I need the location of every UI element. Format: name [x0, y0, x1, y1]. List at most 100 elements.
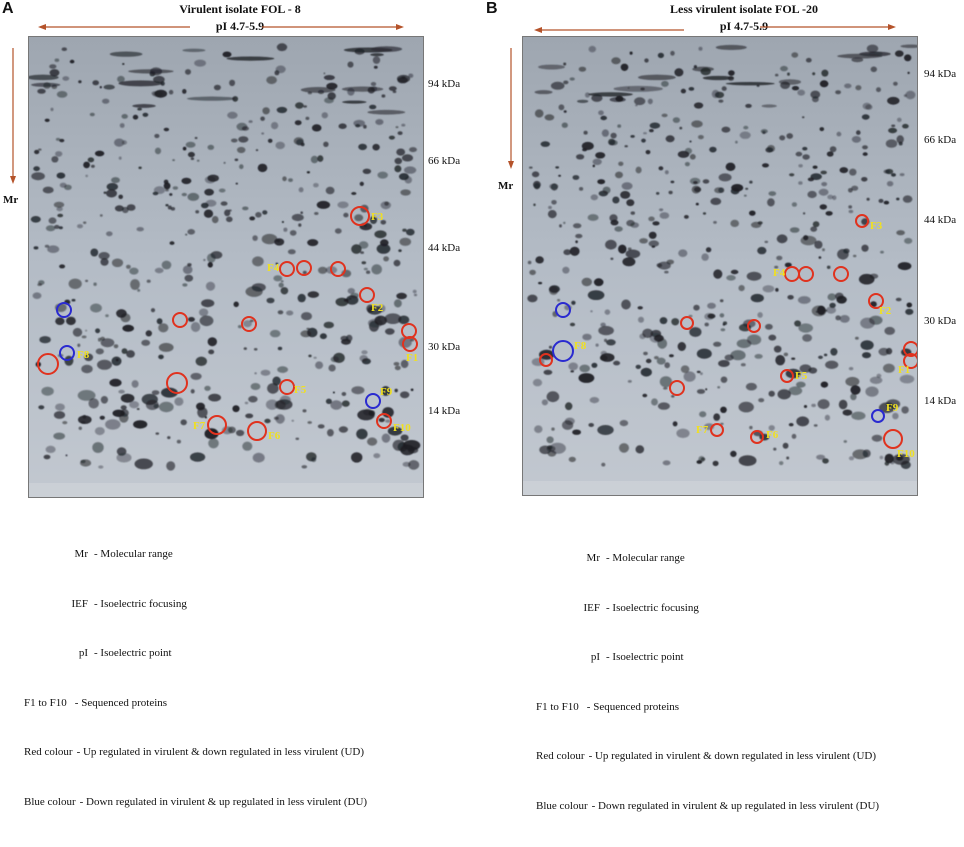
- protein-spot: [404, 166, 417, 174]
- protein-spot: [861, 177, 868, 182]
- up-regulated-circle: [402, 336, 418, 352]
- protein-spot: [907, 71, 910, 75]
- protein-spot: [892, 453, 910, 465]
- protein-spot: [373, 453, 381, 459]
- protein-spot: [360, 251, 364, 254]
- protein-spot: [190, 452, 206, 462]
- protein-spot: [529, 166, 533, 169]
- protein-spot: [43, 82, 51, 89]
- protein-spot: [581, 141, 594, 151]
- protein-spot: [598, 325, 614, 336]
- protein-spot: [862, 352, 871, 359]
- protein-spot: [408, 73, 414, 78]
- protein-spot: [754, 354, 763, 359]
- protein-spot: [621, 299, 631, 310]
- gel-streak: [534, 90, 553, 95]
- protein-spot: [165, 204, 169, 207]
- marker-66kda: 66 kDa: [924, 134, 957, 146]
- protein-spot: [83, 221, 87, 224]
- protein-spot: [400, 359, 409, 369]
- gel-streak: [370, 46, 403, 52]
- protein-spot: [267, 138, 273, 143]
- protein-spot: [275, 141, 285, 150]
- protein-spot: [712, 460, 719, 467]
- protein-spot: [550, 183, 558, 191]
- protein-spot: [823, 353, 828, 357]
- protein-spot: [583, 130, 588, 135]
- protein-spot: [533, 180, 541, 189]
- protein-spot: [88, 398, 99, 409]
- protein-spot: [311, 124, 322, 132]
- protein-spot: [800, 235, 817, 246]
- protein-spot: [172, 159, 175, 162]
- protein-spot: [529, 269, 536, 276]
- protein-spot: [224, 209, 231, 217]
- protein-spot: [765, 323, 773, 330]
- protein-spot: [392, 90, 397, 93]
- protein-spot: [371, 264, 383, 275]
- protein-spot: [606, 339, 616, 346]
- protein-spot: [113, 344, 119, 349]
- protein-spot: [350, 292, 359, 299]
- spot-label: F4: [773, 267, 786, 279]
- protein-spot: [62, 421, 68, 425]
- protein-spot: [338, 123, 347, 129]
- protein-spot: [351, 452, 363, 463]
- legend: Mr - Molecular range IEF - Isoelectric foc…: [536, 517, 879, 847]
- protein-spot: [622, 257, 636, 267]
- protein-spot: [661, 80, 669, 87]
- protein-spot: [720, 406, 727, 413]
- protein-spot: [301, 465, 308, 469]
- protein-spot: [102, 98, 110, 104]
- protein-spot: [818, 355, 823, 359]
- protein-spot: [848, 456, 855, 461]
- protein-spot: [255, 212, 262, 218]
- protein-spot: [531, 171, 540, 178]
- protein-spot: [582, 148, 587, 152]
- protein-spot: [223, 161, 226, 164]
- protein-spot: [90, 303, 102, 313]
- up-regulated-circle: [279, 379, 295, 395]
- protein-spot: [656, 263, 663, 268]
- protein-spot: [700, 67, 711, 76]
- protein-spot: [720, 376, 728, 383]
- protein-spot: [832, 195, 837, 200]
- protein-spot: [49, 64, 57, 69]
- protein-spot: [620, 191, 631, 199]
- protein-spot: [351, 192, 357, 195]
- protein-spot: [674, 68, 684, 77]
- protein-spot: [154, 89, 168, 98]
- protein-spot: [844, 83, 852, 89]
- protein-spot: [94, 427, 105, 436]
- protein-spot: [659, 212, 670, 219]
- protein-spot: [57, 213, 64, 218]
- gel-streak: [182, 48, 206, 52]
- protein-spot: [691, 120, 703, 128]
- protein-spot: [624, 145, 628, 148]
- protein-spot: [347, 61, 354, 68]
- protein-spot: [546, 436, 554, 444]
- protein-spot: [106, 231, 113, 237]
- protein-spot: [289, 230, 297, 236]
- protein-spot: [396, 292, 407, 300]
- up-regulated-circle: [279, 261, 295, 277]
- protein-spot: [899, 173, 905, 177]
- protein-spot: [229, 79, 236, 87]
- gel-streak: [323, 74, 335, 81]
- protein-spot: [664, 362, 670, 369]
- protein-spot: [810, 226, 818, 232]
- protein-spot: [821, 69, 829, 77]
- legend-row: IEF - Isoelectric focusing: [583, 601, 699, 614]
- protein-spot: [399, 237, 412, 246]
- spot-label: F10: [897, 448, 915, 460]
- protein-spot: [783, 352, 789, 357]
- protein-spot: [700, 457, 706, 462]
- gel-streak: [715, 44, 747, 50]
- marker-14kda: 14 kDa: [924, 395, 957, 407]
- protein-spot: [334, 228, 342, 234]
- up-regulated-circle: [750, 430, 764, 444]
- protein-spot: [895, 50, 904, 57]
- protein-spot: [100, 338, 115, 348]
- up-regulated-circle: [350, 206, 370, 226]
- protein-spot: [884, 461, 890, 466]
